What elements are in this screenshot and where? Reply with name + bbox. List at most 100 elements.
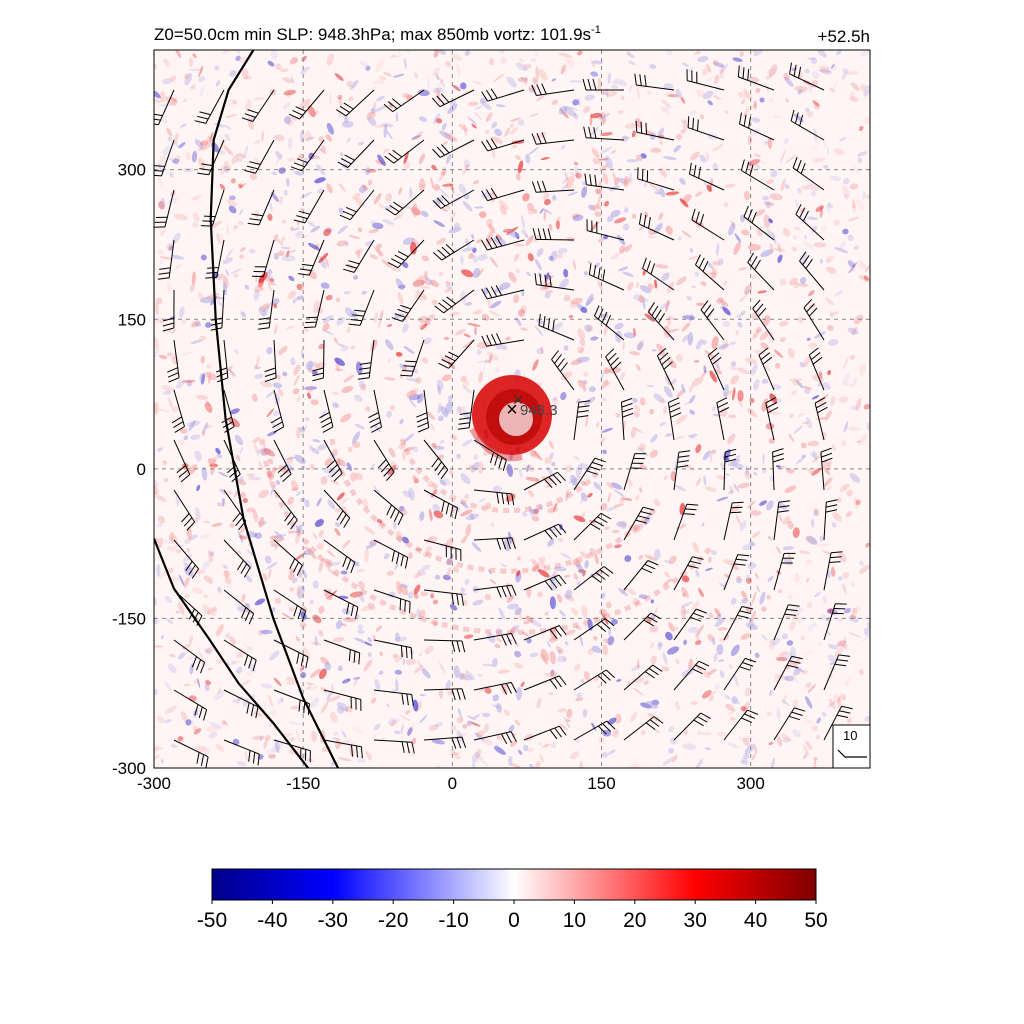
x-tick-label: -300 xyxy=(137,774,171,793)
colorbar-tick-label: -10 xyxy=(438,909,468,932)
wind-barb xyxy=(538,314,575,341)
wind-barb xyxy=(273,539,303,576)
wind-barb xyxy=(373,689,414,706)
wind-barb xyxy=(154,89,175,126)
wind-barb xyxy=(432,139,475,158)
wind-barb xyxy=(221,389,235,433)
wind-barb xyxy=(673,660,710,691)
wind-barb xyxy=(531,132,575,145)
wind-barb xyxy=(723,606,754,641)
wind-barb xyxy=(687,116,725,141)
wind-barb xyxy=(623,664,663,691)
wind-barb xyxy=(752,299,775,341)
wind-barb xyxy=(481,88,525,102)
wind-barb xyxy=(223,639,257,672)
center-pressure-label: 948.3 xyxy=(520,402,558,419)
wind-barb xyxy=(523,523,567,541)
wind-barb xyxy=(623,560,659,591)
wind-barb xyxy=(647,302,675,341)
wind-barb xyxy=(481,333,525,347)
wind-barb xyxy=(298,239,325,276)
wind-barb xyxy=(623,506,655,541)
wind-barb xyxy=(523,625,567,641)
wind-barb xyxy=(743,205,775,241)
wind-barb xyxy=(473,537,516,550)
wind-barb xyxy=(433,239,475,261)
wind-barb xyxy=(323,489,351,528)
wind-barb xyxy=(373,589,411,614)
wind-barb xyxy=(820,447,833,491)
wind-barb xyxy=(814,397,828,441)
y-tick-label: -150 xyxy=(112,609,146,628)
wind-barb xyxy=(384,139,425,164)
x-tick-label: 300 xyxy=(736,774,764,793)
colorbar xyxy=(211,868,817,901)
wind-barb xyxy=(689,162,725,191)
wind-barb xyxy=(431,89,475,108)
wind-barb xyxy=(173,489,196,531)
wind-barb xyxy=(339,189,375,221)
wind-barb xyxy=(531,180,575,193)
wind-barb xyxy=(273,439,292,482)
wind-barb xyxy=(154,189,175,228)
wind-barb xyxy=(293,189,325,224)
wind-barb xyxy=(723,448,737,491)
reference-barb-icon xyxy=(837,749,867,758)
wind-barb xyxy=(273,689,310,715)
wind-barb xyxy=(723,657,757,691)
wind-barb xyxy=(252,239,275,277)
wind-barb xyxy=(716,397,730,441)
wind-barb xyxy=(438,339,475,369)
wind-barb xyxy=(481,138,525,152)
wind-barb xyxy=(223,439,241,483)
wind-barb xyxy=(416,389,430,433)
wind-barb xyxy=(605,348,625,391)
wind-barb xyxy=(210,289,225,331)
wind-barb xyxy=(336,89,375,117)
wind-barb xyxy=(523,725,567,741)
wind-barbs xyxy=(154,62,853,768)
x-tick-label: 150 xyxy=(587,774,615,793)
center-marker: × xyxy=(506,399,518,421)
wind-barb xyxy=(808,347,825,391)
wind-barb xyxy=(573,618,615,641)
y-tick-label: -300 xyxy=(112,759,146,778)
wind-barb xyxy=(173,589,203,627)
wind-barb xyxy=(758,347,775,391)
wind-barb xyxy=(216,339,229,383)
wind-barb xyxy=(223,489,247,531)
wind-barb xyxy=(789,62,825,91)
wind-barb xyxy=(423,639,466,653)
contour-lines xyxy=(154,50,339,768)
colorbar-ticks: -50 -40 -30 -20 -10 0 10 20 30 40 50 xyxy=(197,900,828,932)
wind-barb xyxy=(637,167,675,191)
wind-barb xyxy=(273,739,311,763)
wind-barb xyxy=(583,126,625,141)
wind-barb xyxy=(473,731,517,745)
wind-barb xyxy=(423,439,449,480)
wind-barb xyxy=(241,89,275,122)
wind-barb xyxy=(573,720,616,741)
wind-barb xyxy=(747,252,775,291)
wind-barb xyxy=(348,289,375,326)
wind-barb xyxy=(423,688,466,701)
wind-barb xyxy=(385,189,425,216)
wind-barb xyxy=(473,632,517,646)
wind-barb xyxy=(635,120,675,141)
wind-barb xyxy=(588,263,625,291)
wind-barb xyxy=(290,139,325,172)
wind-barb xyxy=(312,339,325,382)
wind-barb xyxy=(247,189,275,226)
wind-barb xyxy=(638,212,675,241)
vorticity-field xyxy=(154,50,870,768)
wind-barb xyxy=(323,689,362,711)
wind-barb xyxy=(197,139,225,176)
wind-barb xyxy=(423,589,464,606)
wind-barb xyxy=(387,239,425,269)
wind-barb xyxy=(642,257,675,291)
wind-barb xyxy=(257,289,275,330)
colorbar-tick-label: -30 xyxy=(318,909,348,932)
wind-barb xyxy=(343,239,375,273)
wind-barb xyxy=(473,439,507,471)
